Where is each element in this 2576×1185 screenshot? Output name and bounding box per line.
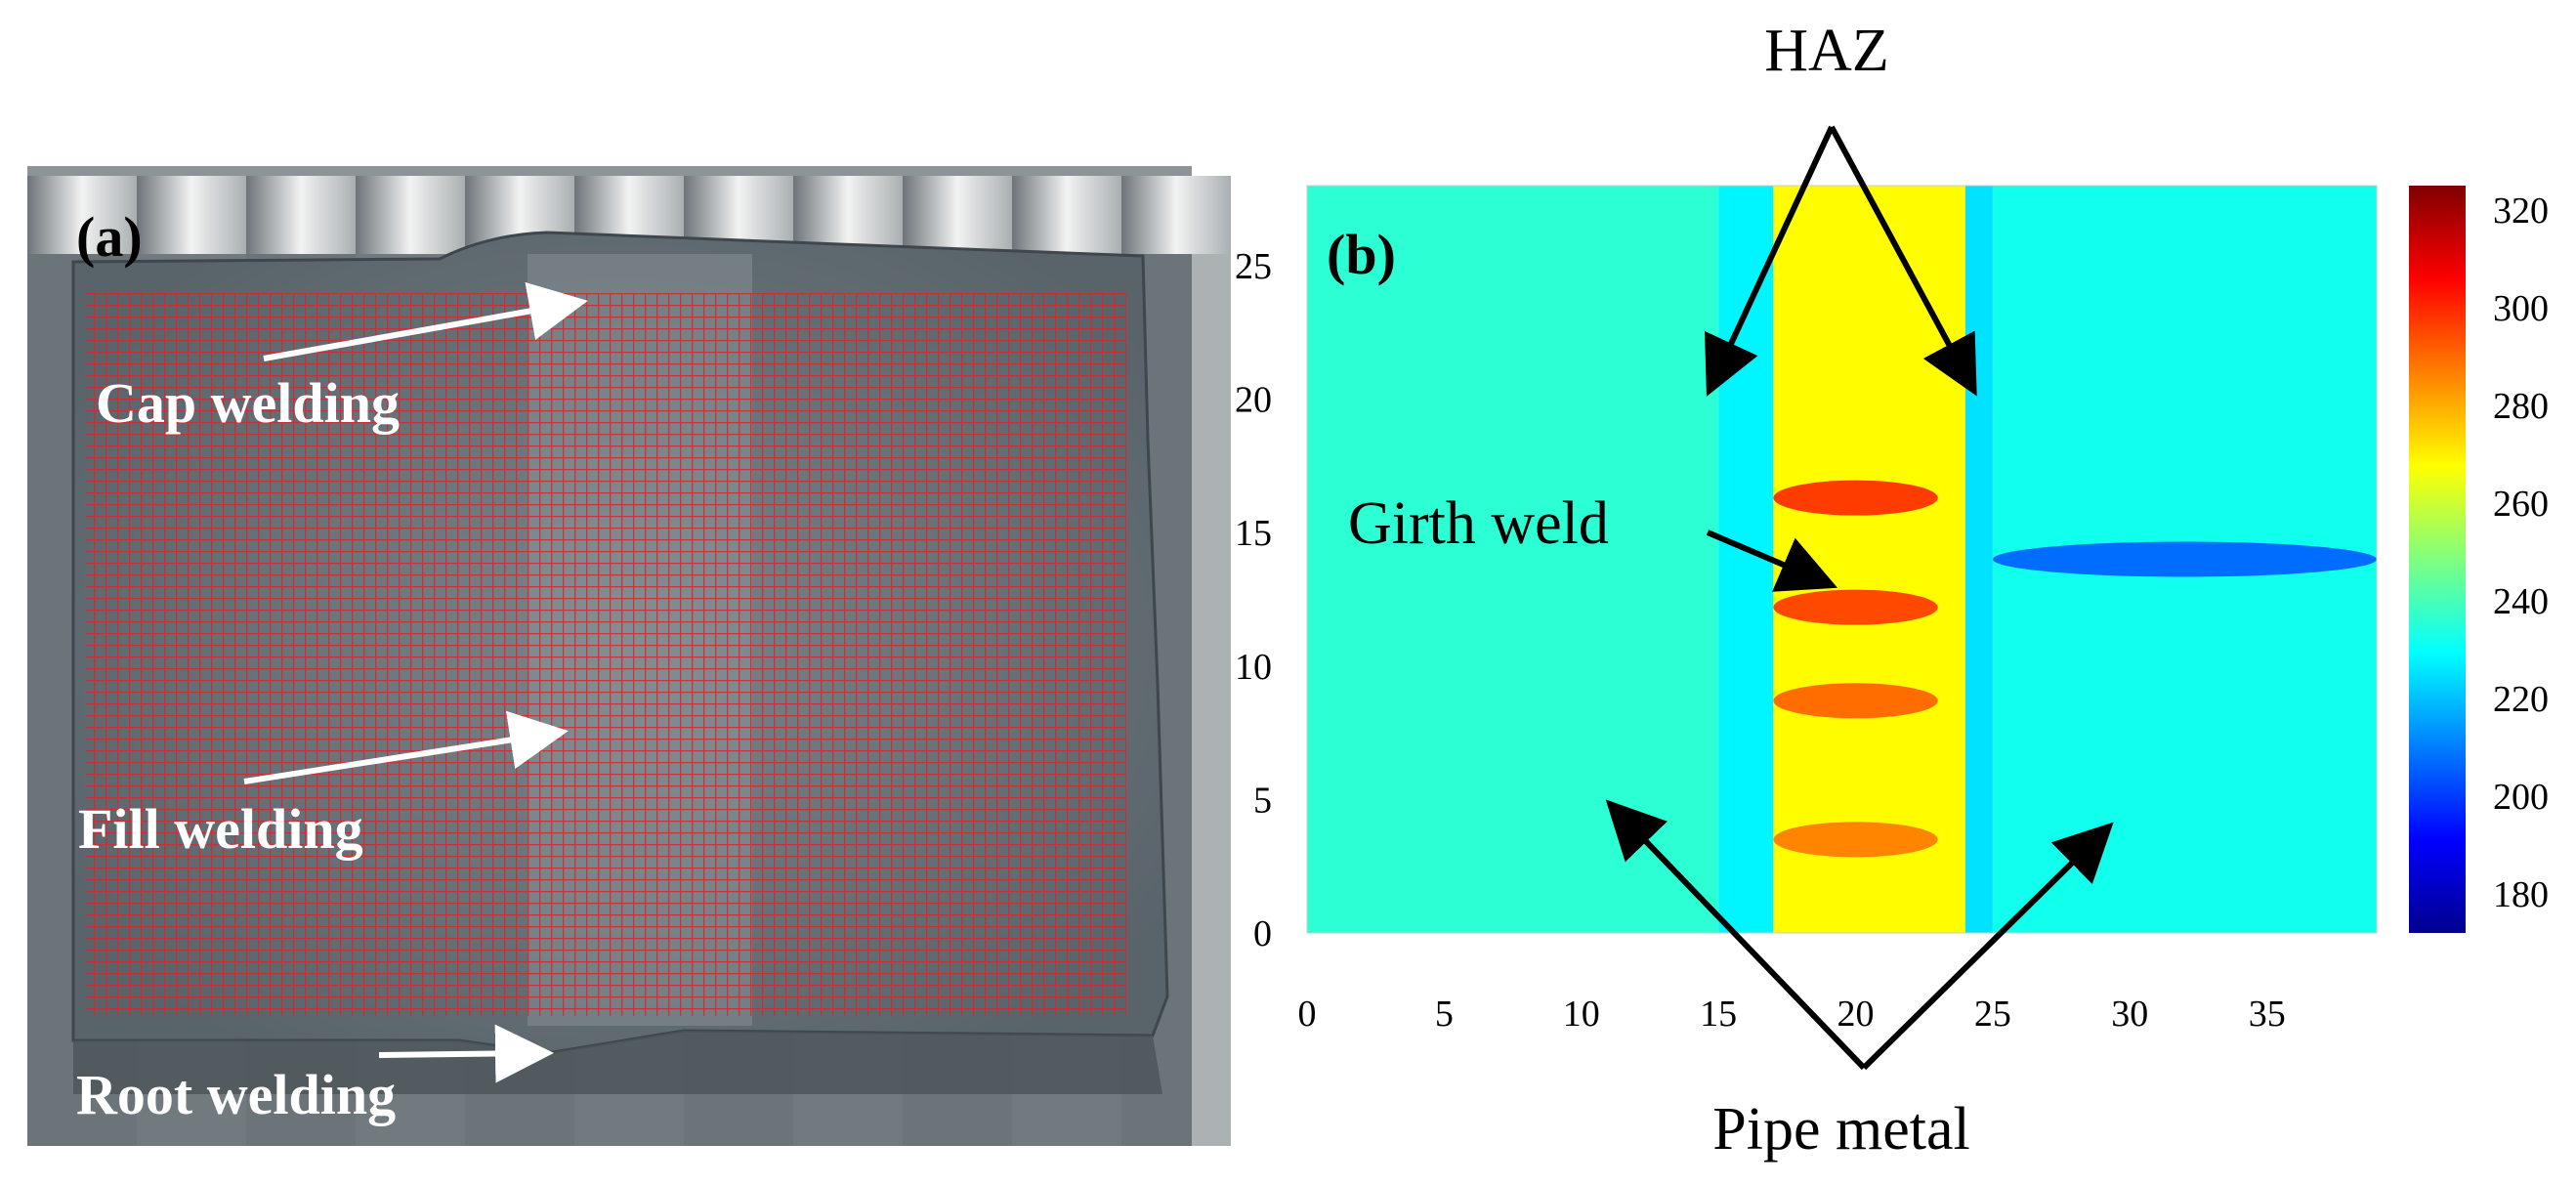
x-tick-label: 25 <box>1974 994 2011 1035</box>
x-tick-label: 15 <box>1700 994 1737 1035</box>
x-tick-label: 35 <box>2249 994 2286 1035</box>
pipe-metal-arrow-left <box>1605 799 1867 1071</box>
colorbar-tick-label: 300 <box>2493 288 2549 329</box>
colorbar-tick-label: 320 <box>2493 190 2549 232</box>
x-tick-label: 20 <box>1837 994 1875 1035</box>
y-tick-label: 25 <box>1235 246 1272 287</box>
micrograph-tile <box>137 176 246 254</box>
fill-welding-arrow <box>243 710 569 784</box>
heatmap-band <box>1773 683 1938 719</box>
heatmap-band <box>1992 541 2377 577</box>
haz-arrow-right <box>1829 125 1977 397</box>
colorbar-tick-label: 220 <box>2493 679 2549 720</box>
hardness-indent-grid <box>86 293 1126 1016</box>
panel-b-label: (b) <box>1327 223 1396 286</box>
y-tick-label: 0 <box>1253 913 1272 954</box>
root-welding-arrow <box>378 1024 554 1083</box>
y-axis-ticks: 0 5 10 15 20 25 <box>1235 246 1272 954</box>
colorbar-ticks: 320 300 280 260 240 220 200 180 <box>2493 190 2549 915</box>
y-tick-label: 5 <box>1253 780 1272 821</box>
girth-weld-label: Girth weld <box>1348 490 1609 557</box>
heatmap-band <box>1773 480 1938 516</box>
heatmap-band <box>1773 589 1938 625</box>
colorbar-tick-label: 180 <box>2493 874 2549 915</box>
micrograph-tile <box>246 176 356 254</box>
haz-label: HAZ <box>1764 18 1888 84</box>
heatmap-region <box>1964 186 1993 933</box>
panel-a: (a) Cap welding Fill welding Root weldin… <box>27 166 1231 1146</box>
micrograph-tile <box>1121 176 1231 254</box>
micrograph-tile <box>27 176 137 254</box>
colorbar-tick-label: 240 <box>2493 581 2549 622</box>
pipe-metal-arrow-right <box>1861 822 2114 1071</box>
colorbar <box>2409 186 2466 933</box>
colorbar-tick-label: 200 <box>2493 777 2549 818</box>
panel-a-label: (a) <box>76 205 143 269</box>
micrograph-tile <box>903 176 1012 254</box>
y-tick-label: 15 <box>1235 513 1272 554</box>
colorbar-tick-label: 260 <box>2493 484 2549 525</box>
girth-weld-arrow <box>1706 529 1838 592</box>
x-tick-label: 10 <box>1563 994 1600 1035</box>
heatmap <box>1307 186 2377 933</box>
x-tick-label: 30 <box>2111 994 2148 1035</box>
haz-arrow-left <box>1704 125 1835 397</box>
micrograph-tile <box>793 176 903 254</box>
micrograph-tile <box>356 176 465 254</box>
heatmap-region <box>1773 186 1965 933</box>
x-tick-label: 5 <box>1435 994 1454 1035</box>
heatmap-frame <box>1306 185 2378 934</box>
x-axis-ticks: 0 5 10 15 20 25 30 35 <box>1298 994 2286 1035</box>
heatmap-band <box>1773 822 1938 858</box>
panel-b: 0 5 10 15 20 25 30 35 0 5 10 15 20 25 320 300 280 260 24… <box>1235 18 2549 1163</box>
colorbar-tick-label: 280 <box>2493 386 2549 427</box>
micrograph-tile <box>1012 176 1121 254</box>
root-bottom-plate <box>73 1031 1162 1094</box>
cap-welding-label: Cap welding <box>96 371 400 435</box>
fill-welding-label: Fill welding <box>78 797 363 861</box>
heatmap-region <box>1307 186 1719 933</box>
y-tick-label: 10 <box>1235 647 1272 688</box>
pipe-metal-label: Pipe metal <box>1712 1096 1969 1163</box>
x-tick-label: 0 <box>1298 994 1317 1035</box>
y-tick-label: 20 <box>1235 380 1272 421</box>
cap-welding-arrow <box>263 281 588 361</box>
root-welding-label: Root welding <box>76 1063 396 1126</box>
